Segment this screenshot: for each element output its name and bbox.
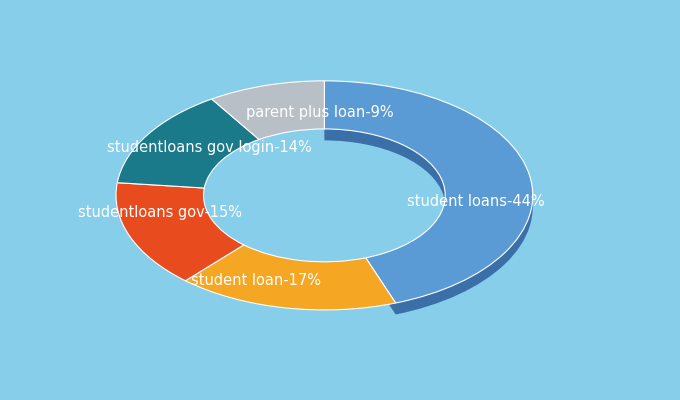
Text: studentloans gov-15%: studentloans gov-15% [78,205,242,220]
Wedge shape [186,245,396,310]
Text: studentloans gov login-14%: studentloans gov login-14% [107,140,312,155]
Wedge shape [117,99,259,188]
Wedge shape [211,81,324,140]
Text: parent plus loan-9%: parent plus loan-9% [246,105,394,120]
Wedge shape [324,92,532,314]
Text: student loans-44%: student loans-44% [407,194,545,209]
Wedge shape [324,81,532,303]
Wedge shape [116,183,244,281]
Text: student loan-17%: student loan-17% [190,273,321,288]
